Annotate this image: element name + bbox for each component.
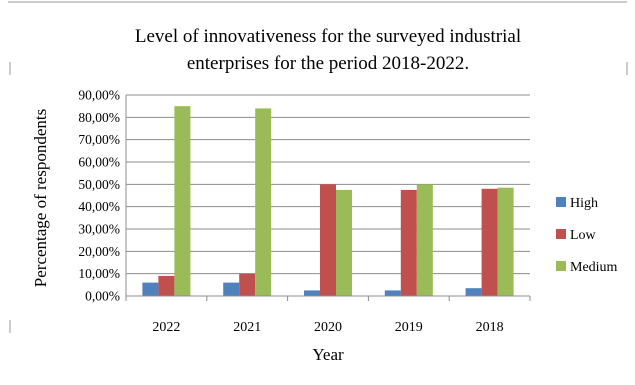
bar-high-2020 [304,290,320,296]
legend-swatch-low [556,229,566,239]
x-tick-label: 2019 [395,320,423,335]
y-tick-label: 30,00% [78,222,120,237]
x-tick-label: 2018 [476,320,504,335]
y-tick-label: 20,00% [78,244,120,259]
bar-high-2019 [384,290,401,296]
bar-high-2021 [223,282,240,296]
legend-swatch-high [556,197,566,207]
y-axis-label: Percentage of respondents [31,109,50,287]
bar-low-2018 [481,188,498,296]
x-tick-label: 2022 [152,320,180,335]
legend-label-high: High [570,196,598,211]
bar-low-2021 [239,273,256,296]
chart-title-line-2: enterprises for the period 2018-2022. [187,53,469,74]
x-axis-label: Year [312,345,344,364]
x-tick-label: 2020 [314,320,342,335]
bar-medium-2021 [255,108,272,297]
bar-low-2022 [158,275,175,296]
bar-medium-2018 [497,187,514,296]
chart-title: Level of innovativeness for the surveyed… [135,26,521,74]
bar-high-2022 [142,282,159,296]
bar-low-2019 [400,189,417,296]
x-tick-label: 2021 [233,320,261,335]
bar-medium-2022 [174,106,191,297]
bar-medium-2019 [416,184,433,296]
bar-high-2018 [465,288,482,296]
chart-title-line-1: Level of innovativeness for the surveyed… [135,26,521,47]
y-tick-label: 50,00% [78,177,120,192]
y-tick-label: 10,00% [78,266,120,281]
x-tick-labels: 2022 2021 2020 2019 2018 [152,320,503,335]
bar-low-2020 [320,184,336,296]
y-tick-label: 80,00% [78,110,120,125]
y-tick-label: 60,00% [78,155,120,170]
y-tick-label: 40,00% [78,199,120,214]
legend-label-medium: Medium [570,260,618,275]
bar-medium-2020 [336,189,352,296]
axes [125,95,531,301]
legend-swatch-medium [556,261,566,271]
y-tick-label: 70,00% [78,132,120,147]
legend-label-low: Low [570,228,597,243]
bars [142,106,514,297]
y-tick-label: 90,00% [78,88,120,103]
legend: High Low Medium [556,196,618,275]
y-tick-labels: 0,00% 10,00% 20,00% 30,00% 40,00% 50,00% 60,00… [78,88,120,304]
y-tick-label: 0,00% [85,289,120,304]
